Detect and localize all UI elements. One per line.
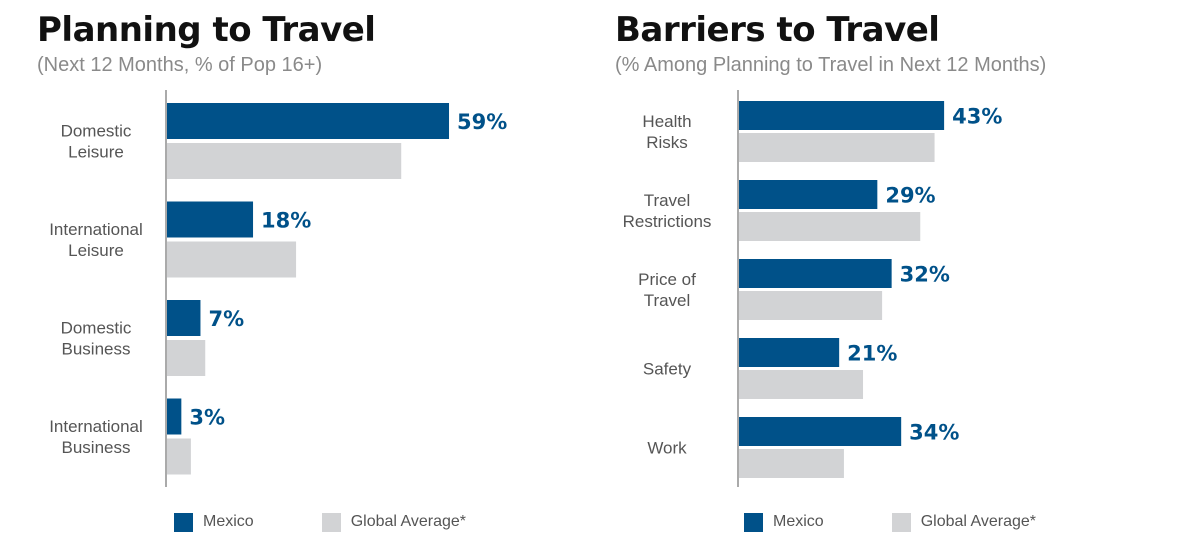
legend-label-mexico: Mexico xyxy=(773,513,824,530)
bar-mexico-domestic-business xyxy=(167,300,201,336)
bar-mexico-price-of-travel xyxy=(739,259,892,288)
category-label-domestic-leisure: Domestic xyxy=(61,122,132,141)
category-label-travel-restrictions: Travel xyxy=(644,191,691,210)
bar-mexico-international-leisure xyxy=(167,201,254,238)
value-label-work: 34% xyxy=(909,421,959,445)
bar-mexico-work xyxy=(739,417,902,446)
bar-mexico-safety xyxy=(739,338,840,367)
value-label-safety: 21% xyxy=(847,342,897,366)
barriers-to-travel-chart: 43% Health Risks 29% Travel Restrictions 32% Pr… xyxy=(623,90,1002,487)
bar-mexico-travel-restrictions xyxy=(739,180,878,209)
bar-mexico-health-risks xyxy=(739,101,945,130)
chart-title: Barriers to Travel xyxy=(615,10,940,50)
bar-global-average-safety xyxy=(739,370,864,399)
chart-title: Planning to Travel xyxy=(37,10,376,50)
value-label-health-risks: 43% xyxy=(952,105,1002,129)
legend: Mexico Global Average* xyxy=(174,512,466,532)
category-label-domestic-leisure: Leisure xyxy=(68,143,124,162)
category-label-international-leisure: Leisure xyxy=(68,241,124,260)
legend-swatch-global-average xyxy=(891,512,911,532)
legend-item-mexico: Mexico xyxy=(174,512,254,532)
bar-global-average-domestic-leisure xyxy=(167,143,402,179)
bar-global-average-international-leisure xyxy=(167,241,297,278)
planning-to-travel-chart: 59% Domestic Leisure 18% International Leisur… xyxy=(49,90,507,487)
legend-item-mexico: Mexico xyxy=(744,512,824,532)
category-label-safety: Safety xyxy=(643,360,692,379)
legend-label-mexico: Mexico xyxy=(203,513,254,530)
legend-label-global-average: Global Average* xyxy=(920,513,1037,530)
category-label-travel-restrictions: Restrictions xyxy=(623,212,712,231)
category-label-domestic-business: Domestic xyxy=(61,319,132,338)
bar-mexico-domestic-leisure xyxy=(167,103,450,139)
legend: Mexico Global Average* xyxy=(744,512,1036,532)
bar-global-average-work xyxy=(739,449,844,478)
legend-label-global-average: Global Average* xyxy=(350,513,467,530)
bar-global-average-travel-restrictions xyxy=(739,212,921,241)
value-label-international-leisure: 18% xyxy=(261,209,311,233)
legend-swatch-global-average xyxy=(321,512,341,532)
category-label-work: Work xyxy=(647,439,687,458)
value-label-travel-restrictions: 29% xyxy=(885,184,935,208)
chart-subtitle: (Next 12 Months, % of Pop 16+) xyxy=(37,54,323,76)
planning-to-travel-panel: Planning to Travel (Next 12 Months, % of… xyxy=(0,0,580,546)
bar-global-average-international-business xyxy=(167,438,191,475)
legend-swatch-mexico xyxy=(174,512,193,532)
legend-item-global-average: Global Average* xyxy=(891,512,1037,532)
bar-global-average-price-of-travel xyxy=(739,291,883,320)
category-label-international-business: International xyxy=(49,417,143,436)
legend-swatch-mexico xyxy=(744,512,763,532)
value-label-international-business: 3% xyxy=(189,406,225,430)
bar-global-average-domestic-business xyxy=(167,340,206,376)
value-label-domestic-business: 7% xyxy=(208,307,244,331)
category-label-health-risks: Risks xyxy=(646,133,688,152)
category-label-price-of-travel: Travel xyxy=(644,291,691,310)
category-label-price-of-travel: Price of xyxy=(638,270,696,289)
category-label-international-leisure: International xyxy=(49,220,143,239)
barriers-to-travel-panel: Barriers to Travel (% Among Planning to … xyxy=(580,0,1200,546)
category-label-domestic-business: Business xyxy=(62,340,131,359)
category-label-health-risks: Health xyxy=(642,112,691,131)
value-label-domestic-leisure: 59% xyxy=(457,110,507,134)
legend-item-global-average: Global Average* xyxy=(321,512,467,532)
bar-global-average-health-risks xyxy=(739,133,935,162)
value-label-price-of-travel: 32% xyxy=(900,263,950,287)
category-label-international-business: Business xyxy=(62,438,131,457)
chart-subtitle: (% Among Planning to Travel in Next 12 M… xyxy=(615,54,1047,76)
bar-mexico-international-business xyxy=(167,398,182,435)
